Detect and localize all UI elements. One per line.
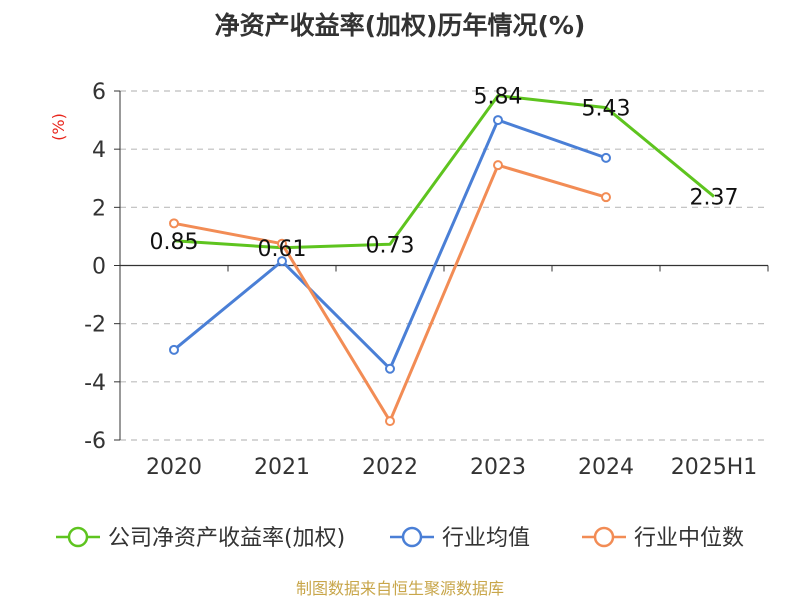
legend-label-2: 行业中位数 bbox=[634, 526, 744, 551]
y-tick-label: -4 bbox=[84, 371, 106, 396]
series-point-2 bbox=[493, 160, 503, 171]
series-point-2 bbox=[385, 416, 395, 427]
y-axis-unit: (%) bbox=[49, 113, 68, 141]
legend-label-0: 公司净资产收益率(加权) bbox=[108, 526, 345, 551]
series-line-2 bbox=[173, 163, 607, 423]
legend-marker-1 bbox=[401, 526, 423, 548]
x-tick-label: 2020 bbox=[146, 455, 202, 480]
legend: 公司净资产收益率(加权) 行业均值 行业中位数 bbox=[56, 526, 744, 551]
series-point-2 bbox=[169, 218, 179, 229]
y-tick-label: 4 bbox=[92, 138, 106, 163]
x-tick-label: 2023 bbox=[470, 455, 526, 480]
axes: 6 4 2 0 -2 -4 -6 2020 2021 2022 2023 2024 2025H1 bbox=[84, 80, 769, 480]
series-lines bbox=[169, 94, 715, 427]
x-tick-label: 2022 bbox=[362, 455, 418, 480]
series-line-0 bbox=[173, 94, 715, 250]
y-tick-label: -2 bbox=[84, 313, 106, 338]
x-tick-label: 2024 bbox=[578, 455, 634, 480]
data-label: 2.37 bbox=[690, 186, 739, 211]
y-tick-label: -6 bbox=[84, 429, 106, 454]
series-point-1 bbox=[169, 344, 179, 355]
x-tick-label: 2021 bbox=[254, 455, 310, 480]
y-tick-label: 2 bbox=[92, 196, 106, 221]
source-footer: 制图数据来自恒生聚源数据库 bbox=[296, 579, 504, 598]
chart-title: 净资产收益率(加权)历年情况(%) bbox=[215, 11, 586, 40]
grid-lines bbox=[120, 90, 768, 441]
series-point-2 bbox=[601, 192, 611, 203]
legend-marker-0 bbox=[67, 526, 89, 548]
data-label: 0.61 bbox=[258, 237, 307, 262]
y-tick-label: 6 bbox=[92, 80, 106, 105]
data-label: 5.43 bbox=[582, 97, 631, 122]
series-point-1 bbox=[601, 152, 611, 163]
data-label: 0.85 bbox=[150, 230, 199, 255]
data-labels: 0.85 0.61 0.73 5.84 5.43 2.37 bbox=[150, 85, 739, 262]
series-point-1 bbox=[385, 363, 395, 374]
series-point-1 bbox=[277, 256, 287, 267]
data-label: 0.73 bbox=[366, 233, 415, 258]
legend-label-1: 行业均值 bbox=[442, 526, 530, 551]
x-tick-label: 2025H1 bbox=[671, 455, 758, 480]
data-label: 5.84 bbox=[474, 85, 523, 110]
series-point-1 bbox=[493, 115, 503, 126]
series-point-2 bbox=[277, 238, 287, 249]
y-tick-label: 0 bbox=[92, 255, 106, 280]
legend-marker-2 bbox=[593, 526, 615, 548]
